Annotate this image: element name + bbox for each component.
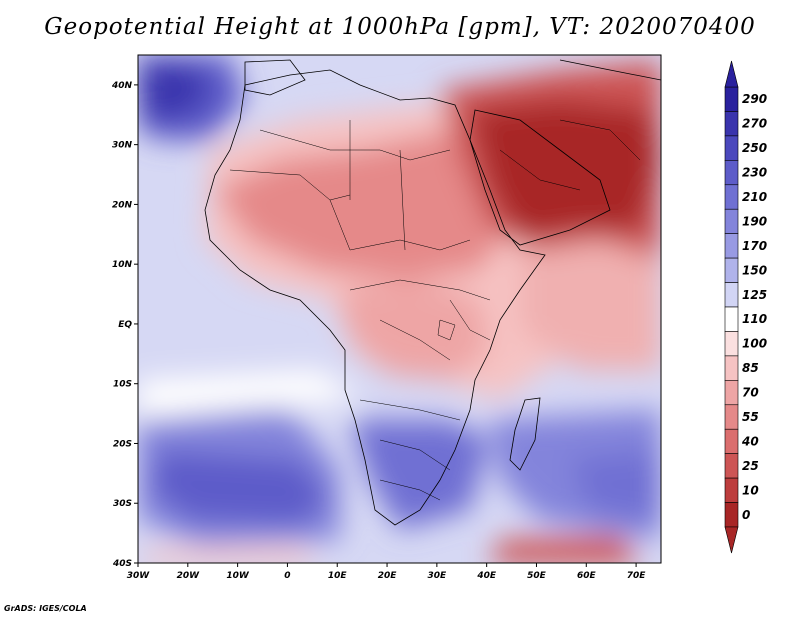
colorbar-label: 190 bbox=[742, 214, 767, 228]
country-borders bbox=[229, 119, 641, 501]
field-equatorial bbox=[340, 280, 490, 380]
colorbar-label: 85 bbox=[742, 361, 759, 375]
lat-tick-label: 10N bbox=[112, 260, 133, 270]
colorbar-label: 100 bbox=[742, 337, 767, 351]
colorbar-label: 210 bbox=[742, 190, 767, 204]
colorbar-min-arrow bbox=[724, 526, 739, 554]
border-central-africa bbox=[349, 279, 491, 301]
height-field bbox=[138, 55, 661, 563]
colorbar-swatch bbox=[724, 404, 739, 430]
border-iran bbox=[559, 119, 641, 161]
colorbar-label: 10 bbox=[742, 483, 759, 497]
colorbar-label: 230 bbox=[742, 166, 767, 180]
lat-tick-label: 30N bbox=[112, 141, 133, 151]
lon-tick-label: 20E bbox=[378, 571, 398, 581]
lat-tick-label: 30S bbox=[113, 499, 132, 509]
lat-tick-label: EQ bbox=[118, 320, 132, 330]
colorbar-swatch bbox=[724, 208, 739, 234]
colorbar-label: 55 bbox=[742, 410, 759, 424]
lon-tick-label: 70E bbox=[627, 571, 647, 581]
border-sahel-west bbox=[229, 169, 351, 201]
colorbar-swatch bbox=[724, 111, 739, 137]
colorbar-swatch bbox=[724, 233, 739, 259]
border-sudan bbox=[399, 149, 406, 251]
colorbar-label: 125 bbox=[742, 288, 767, 302]
coastlines bbox=[204, 59, 661, 526]
lon-tick-label: 50E bbox=[527, 571, 547, 581]
colorbar-swatch bbox=[724, 380, 739, 406]
lon-tick-label: 10W bbox=[226, 571, 250, 581]
border-sahel-central bbox=[329, 199, 471, 251]
field-arabia bbox=[470, 100, 661, 240]
colorbar-swatch bbox=[724, 355, 739, 381]
africa-coastline bbox=[204, 69, 546, 526]
lat-tick-label: 20S bbox=[113, 439, 132, 449]
lon-tick-label: 0 bbox=[284, 571, 290, 581]
lon-tick-label: 20W bbox=[177, 571, 201, 581]
arabia-coastline bbox=[469, 109, 611, 246]
colorbar-label: 40 bbox=[741, 434, 759, 448]
border-congo bbox=[379, 319, 451, 361]
contour-fill bbox=[138, 55, 661, 563]
field-south-equatorial-band bbox=[138, 370, 360, 420]
lat-tick-label: 40N bbox=[111, 81, 133, 91]
field-azores-core bbox=[138, 60, 210, 120]
lat-tick-label: 10S bbox=[113, 380, 132, 390]
border-arabia bbox=[499, 149, 581, 191]
colorbar-swatch bbox=[724, 453, 739, 479]
colorbar-label: 70 bbox=[742, 386, 759, 400]
colorbar-label: 170 bbox=[742, 239, 767, 253]
colorbar-label: 250 bbox=[742, 141, 767, 155]
field-south-atlantic-core bbox=[150, 450, 330, 525]
border-sahara-north bbox=[259, 129, 451, 161]
colorbar-label: 0 bbox=[742, 508, 750, 522]
colorbar-swatch bbox=[724, 331, 739, 357]
field-southern-africa bbox=[350, 420, 490, 530]
colorbar-swatch bbox=[724, 282, 739, 308]
longitude-axis: 30W 20W 10W 0 10E 20E 30E 40E 50E 60E 70E bbox=[127, 563, 647, 581]
border-southern-1 bbox=[359, 399, 461, 421]
lon-tick-label: 40E bbox=[476, 571, 497, 581]
lon-tick-label: 30E bbox=[428, 571, 448, 581]
field-south-ocean-low-light bbox=[141, 548, 318, 563]
field-south-indian-core bbox=[570, 450, 661, 520]
lat-tick-label: 20N bbox=[112, 200, 133, 210]
colorbar-swatch bbox=[724, 477, 739, 503]
border-southern-2 bbox=[379, 439, 451, 471]
colorbar: 2902702502302101901701501251101008570554… bbox=[724, 60, 767, 554]
colorbar-swatch bbox=[724, 86, 739, 112]
colorbar-swatch bbox=[724, 160, 739, 186]
lat-tick-label: 40S bbox=[112, 559, 132, 569]
colorbar-label: 290 bbox=[742, 92, 767, 106]
border-east-africa bbox=[449, 299, 491, 341]
latitude-axis: 40N 30N 20N 10N EQ 10S 20S 30S 40S bbox=[111, 81, 138, 569]
colorbar-label: 270 bbox=[742, 117, 767, 131]
lon-tick-label: 60E bbox=[577, 571, 597, 581]
colorbar-label: 150 bbox=[742, 263, 767, 277]
map-title: Geopotential Height at 1000hPa [gpm], VT… bbox=[44, 14, 756, 40]
lon-tick-label: 10E bbox=[328, 571, 348, 581]
asia-coastline bbox=[559, 59, 661, 81]
colorbar-swatch bbox=[724, 428, 739, 454]
colorbar-swatch bbox=[724, 135, 739, 161]
colorbar-label: 110 bbox=[742, 312, 767, 326]
border-south-africa bbox=[379, 479, 441, 501]
colorbar-max-arrow bbox=[724, 60, 739, 88]
lon-tick-label: 30W bbox=[127, 571, 151, 581]
field-sahara bbox=[215, 130, 520, 280]
colorbar-swatch bbox=[724, 502, 739, 528]
iberia-coastline bbox=[244, 59, 306, 96]
field-south-ocean-low bbox=[490, 535, 639, 563]
colorbar-label: 25 bbox=[742, 459, 759, 473]
colorbar-swatch bbox=[724, 184, 739, 210]
plot-frame bbox=[137, 54, 662, 564]
border-lake-victoria bbox=[437, 319, 456, 341]
credit-text: GrADS: IGES/COLA bbox=[4, 604, 87, 613]
colorbar-swatch bbox=[724, 306, 739, 332]
madagascar-coastline bbox=[509, 397, 541, 471]
colorbar-swatch bbox=[724, 257, 739, 283]
